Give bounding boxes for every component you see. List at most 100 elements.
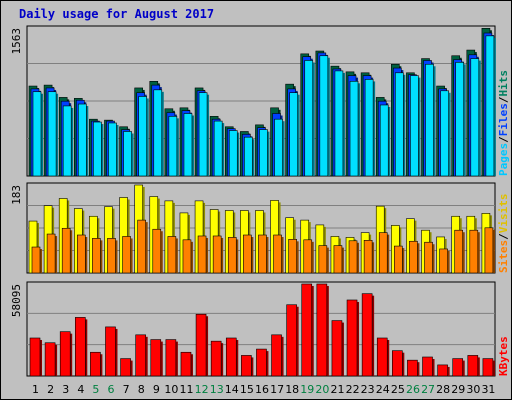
chart-title: Daily usage for August 2017: [19, 7, 214, 21]
x-tick-day-23: 23: [361, 383, 375, 396]
x-tick-day-20: 20: [315, 383, 329, 396]
bar-kbytes-day-2: [44, 342, 56, 377]
bar-shadow-kbytes: [492, 360, 495, 376]
bar-pages-day-16: [259, 129, 268, 177]
x-tick-day-6: 6: [108, 383, 115, 396]
bar-shadow-kbytes: [432, 358, 435, 376]
bar-sites-day-19: [303, 239, 313, 274]
bar-kbytes-day-11: [180, 351, 192, 377]
bar-shadow-pages: [327, 57, 330, 177]
x-tick-day-11: 11: [180, 383, 194, 396]
bar-sites-day-20: [318, 245, 328, 274]
bar-kbytes-day-8: [135, 334, 146, 377]
bar-shadow-pages: [131, 133, 134, 176]
bar-shadow-sites: [417, 243, 420, 273]
bar-shadow-sites: [311, 241, 314, 273]
bar-kbytes-day-12: [195, 313, 207, 377]
bar-kbytes-day-27: [422, 356, 433, 377]
bar-sites-day-13: [212, 235, 222, 274]
x-tick-day-7: 7: [123, 383, 130, 396]
bar-sites-day-29: [454, 229, 464, 274]
bar-shadow-kbytes: [160, 341, 163, 376]
bar-pages-day-7: [123, 131, 132, 177]
bar-kbytes-day-20: [316, 283, 328, 377]
bar-shadow-kbytes: [221, 343, 224, 376]
bar-shadow-pages: [237, 132, 240, 176]
bar-kbytes-day-30: [467, 355, 479, 377]
bar-sites-day-21: [333, 245, 343, 274]
bar-shadow-kbytes: [462, 360, 465, 376]
bar-sites-day-3: [61, 227, 71, 274]
bar-pages-day-22: [349, 81, 359, 177]
bar-pages-day-26: [410, 75, 419, 177]
bar-shadow-sites: [115, 240, 118, 273]
x-tick-day-26: 26: [406, 383, 420, 396]
bar-kbytes-day-17: [271, 334, 282, 377]
x-tick-day-14: 14: [225, 383, 239, 396]
bar-sites-day-7: [122, 236, 131, 274]
bar-shadow-pages: [418, 77, 421, 176]
bar-kbytes-day-4: [74, 317, 86, 377]
bar-kbytes-day-31: [482, 358, 494, 377]
bar-shadow-sites: [462, 232, 465, 273]
bar-kbytes-day-13: [210, 340, 222, 377]
bar-kbytes-day-10: [165, 339, 177, 377]
bar-shadow-sites: [160, 231, 163, 273]
bar-shadow-pages: [448, 92, 451, 176]
bar-shadow-kbytes: [341, 322, 344, 376]
bar-kbytes-day-5: [90, 351, 101, 377]
bar-pages-day-27: [425, 63, 434, 177]
bar-sites-day-9: [152, 228, 162, 274]
bar-pages-day-24: [379, 104, 389, 177]
bar-shadow-kbytes: [402, 352, 405, 376]
bar-pages-day-19: [304, 60, 314, 177]
bar-pages-day-12: [198, 92, 208, 177]
bar-kbytes-day-21: [331, 320, 343, 377]
bar-pages-day-8: [138, 96, 147, 177]
bar-shadow-sites: [145, 222, 148, 273]
bar-sites-day-26: [409, 240, 418, 274]
bar-shadow-kbytes: [70, 333, 73, 376]
bar-shadow-pages: [493, 37, 496, 176]
bar-pages-day-17: [274, 118, 283, 177]
x-tick-day-22: 22: [346, 383, 360, 396]
bar-shadow-sites: [236, 239, 239, 273]
x-tick-day-12: 12: [195, 383, 209, 396]
x-tick-day-17: 17: [270, 383, 284, 396]
bar-kbytes-day-6: [105, 326, 116, 377]
bar-shadow-kbytes: [372, 295, 375, 376]
bar-shadow-sites: [432, 244, 435, 273]
bar-shadow-pages: [297, 94, 300, 176]
bar-shadow-sites: [130, 238, 133, 273]
bar-shadow-kbytes: [40, 339, 42, 376]
bar-pages-day-15: [244, 136, 253, 177]
x-tick-day-3: 3: [62, 383, 69, 396]
legend-separator: /: [497, 96, 510, 103]
bar-shadow-sites: [477, 232, 480, 273]
bar-shadow-pages: [403, 74, 406, 176]
legend-visits: Visits: [497, 194, 510, 234]
bar-sites-day-25: [394, 245, 403, 274]
bar-kbytes-day-23: [361, 293, 373, 377]
bar-pages-day-11: [183, 113, 193, 177]
bar-sites-day-22: [348, 240, 358, 274]
y-max-label-panel-1: 1563: [10, 28, 23, 55]
x-tick-day-21: 21: [330, 383, 344, 396]
x-tick-day-25: 25: [391, 383, 405, 396]
bar-shadow-pages: [116, 124, 119, 176]
bar-shadow-pages: [86, 106, 89, 176]
bar-sites-day-23: [363, 240, 373, 274]
bar-shadow-kbytes: [477, 357, 480, 376]
bar-shadow-pages: [252, 139, 255, 176]
bar-pages-day-23: [364, 79, 374, 177]
bar-pages-day-9: [153, 89, 163, 177]
bar-pages-day-30: [470, 58, 480, 177]
bar-sites-day-8: [137, 219, 146, 274]
bar-shadow-kbytes: [236, 339, 239, 376]
bar-shadow-kbytes: [357, 301, 360, 376]
bar-shadow-kbytes: [190, 354, 193, 376]
bar-shadow-sites: [55, 236, 58, 273]
bar-shadow-kbytes: [115, 328, 118, 376]
